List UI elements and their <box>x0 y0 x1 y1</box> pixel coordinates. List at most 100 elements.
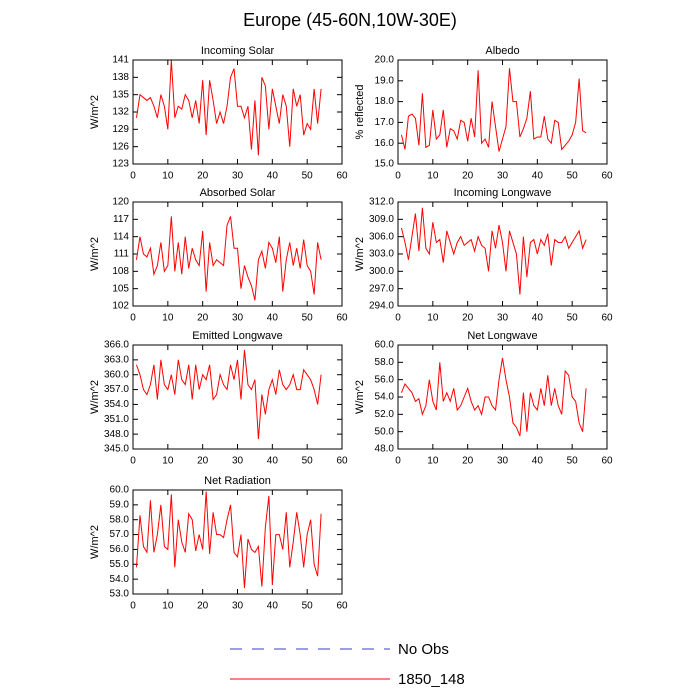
y-tick-label: 354.0 <box>104 399 129 410</box>
data-line <box>401 357 587 437</box>
data-line <box>135 216 322 301</box>
x-tick-label: 10 <box>162 601 174 612</box>
y-tick-label: 54.0 <box>375 392 395 403</box>
y-tick-label: 366.0 <box>104 340 129 351</box>
x-tick-label: 40 <box>267 171 279 182</box>
y-tick-label: 135 <box>112 89 129 100</box>
plot-frame <box>397 344 608 450</box>
panel-title: Incoming Longwave <box>454 187 552 199</box>
y-tick-label: 117 <box>113 214 129 225</box>
legend-label: No Obs <box>398 641 449 658</box>
x-tick-label: 40 <box>267 456 279 467</box>
y-axis-label: W/m^2 <box>89 95 101 129</box>
figure-title: Europe (45-60N,10W-30E) <box>243 10 457 30</box>
x-tick-label: 40 <box>267 313 279 324</box>
x-tick-label: 20 <box>197 601 209 612</box>
x-tick-label: 0 <box>395 171 401 182</box>
x-tick-label: 40 <box>532 313 544 324</box>
y-tick-label: 56.0 <box>375 374 395 385</box>
panel-title: Emitted Longwave <box>192 330 283 342</box>
y-axis-label: W/m^2 <box>354 237 366 271</box>
x-tick-label: 10 <box>427 171 439 182</box>
y-tick-label: 129 <box>112 124 129 135</box>
x-tick-label: 50 <box>567 171 579 182</box>
y-tick-label: 50.0 <box>375 426 395 437</box>
plot-frame <box>132 59 343 165</box>
data-line <box>135 59 322 156</box>
x-tick-label: 40 <box>532 171 544 182</box>
panel-title: Net Longwave <box>467 330 537 342</box>
x-tick-label: 10 <box>162 313 174 324</box>
y-axis-label: W/m^2 <box>89 380 101 414</box>
y-tick-label: 348.0 <box>104 429 129 440</box>
x-tick-label: 60 <box>336 313 348 324</box>
x-tick-label: 40 <box>267 601 279 612</box>
x-tick-label: 50 <box>302 313 314 324</box>
x-tick-label: 60 <box>601 313 613 324</box>
legend-label: 1850_148 <box>398 671 465 688</box>
y-tick-label: 111 <box>114 249 130 260</box>
y-axis-label: W/m^2 <box>89 525 101 559</box>
y-tick-label: 345.0 <box>104 444 129 455</box>
y-tick-label: 363.0 <box>104 354 129 365</box>
x-tick-label: 50 <box>567 313 579 324</box>
panel-title: Incoming Solar <box>201 45 275 57</box>
y-tick-label: 120 <box>112 197 129 208</box>
y-tick-label: 360.0 <box>104 369 129 380</box>
plot-frame <box>397 59 608 165</box>
plot-frame <box>397 201 608 307</box>
y-tick-label: 126 <box>112 141 129 152</box>
data-line <box>400 207 587 295</box>
plot-frame <box>132 344 343 450</box>
panel-title: Albedo <box>485 45 519 57</box>
y-axis-label: W/m^2 <box>354 380 366 414</box>
y-tick-label: 297.0 <box>369 283 394 294</box>
y-axis-label: W/m^2 <box>89 237 101 271</box>
y-tick-label: 123 <box>112 159 129 170</box>
y-tick-label: 132 <box>112 107 129 118</box>
x-tick-label: 30 <box>497 171 509 182</box>
y-tick-label: 58.0 <box>110 514 130 525</box>
y-tick-label: 309.0 <box>369 214 394 225</box>
data-line <box>400 68 587 152</box>
y-tick-label: 306.0 <box>369 231 394 242</box>
y-tick-label: 357.0 <box>104 384 129 395</box>
y-tick-label: 16.0 <box>375 138 395 149</box>
y-tick-label: 312.0 <box>369 197 394 208</box>
y-tick-label: 303.0 <box>369 249 394 260</box>
y-tick-label: 108 <box>112 266 129 277</box>
y-tick-label: 53.0 <box>110 589 130 600</box>
y-tick-label: 55.0 <box>110 559 130 570</box>
plot-frame <box>132 489 343 595</box>
y-tick-label: 60.0 <box>375 340 395 351</box>
x-tick-label: 10 <box>162 171 174 182</box>
y-tick-label: 141 <box>112 55 129 66</box>
y-tick-label: 54.0 <box>110 574 130 585</box>
x-tick-label: 0 <box>130 456 136 467</box>
x-tick-label: 50 <box>302 171 314 182</box>
x-tick-label: 0 <box>395 456 401 467</box>
data-line <box>136 349 322 440</box>
y-tick-label: 58.0 <box>375 357 395 368</box>
x-tick-label: 20 <box>462 313 474 324</box>
y-tick-label: 105 <box>112 283 129 294</box>
y-tick-label: 17.0 <box>375 117 395 128</box>
y-tick-label: 114 <box>113 231 129 242</box>
data-line <box>135 491 322 589</box>
plot-frame <box>132 201 343 307</box>
x-tick-label: 20 <box>197 313 209 324</box>
x-tick-label: 30 <box>232 171 244 182</box>
y-tick-label: 15.0 <box>375 159 395 170</box>
y-tick-label: 18.0 <box>375 96 395 107</box>
x-tick-label: 30 <box>497 456 509 467</box>
x-tick-label: 30 <box>232 456 244 467</box>
x-tick-label: 0 <box>130 313 136 324</box>
x-tick-label: 30 <box>497 313 509 324</box>
y-tick-label: 294.0 <box>369 301 394 312</box>
y-tick-label: 300.0 <box>369 266 394 277</box>
y-tick-label: 138 <box>112 72 129 83</box>
x-tick-label: 50 <box>302 456 314 467</box>
x-tick-label: 40 <box>532 456 544 467</box>
x-tick-label: 10 <box>427 313 439 324</box>
